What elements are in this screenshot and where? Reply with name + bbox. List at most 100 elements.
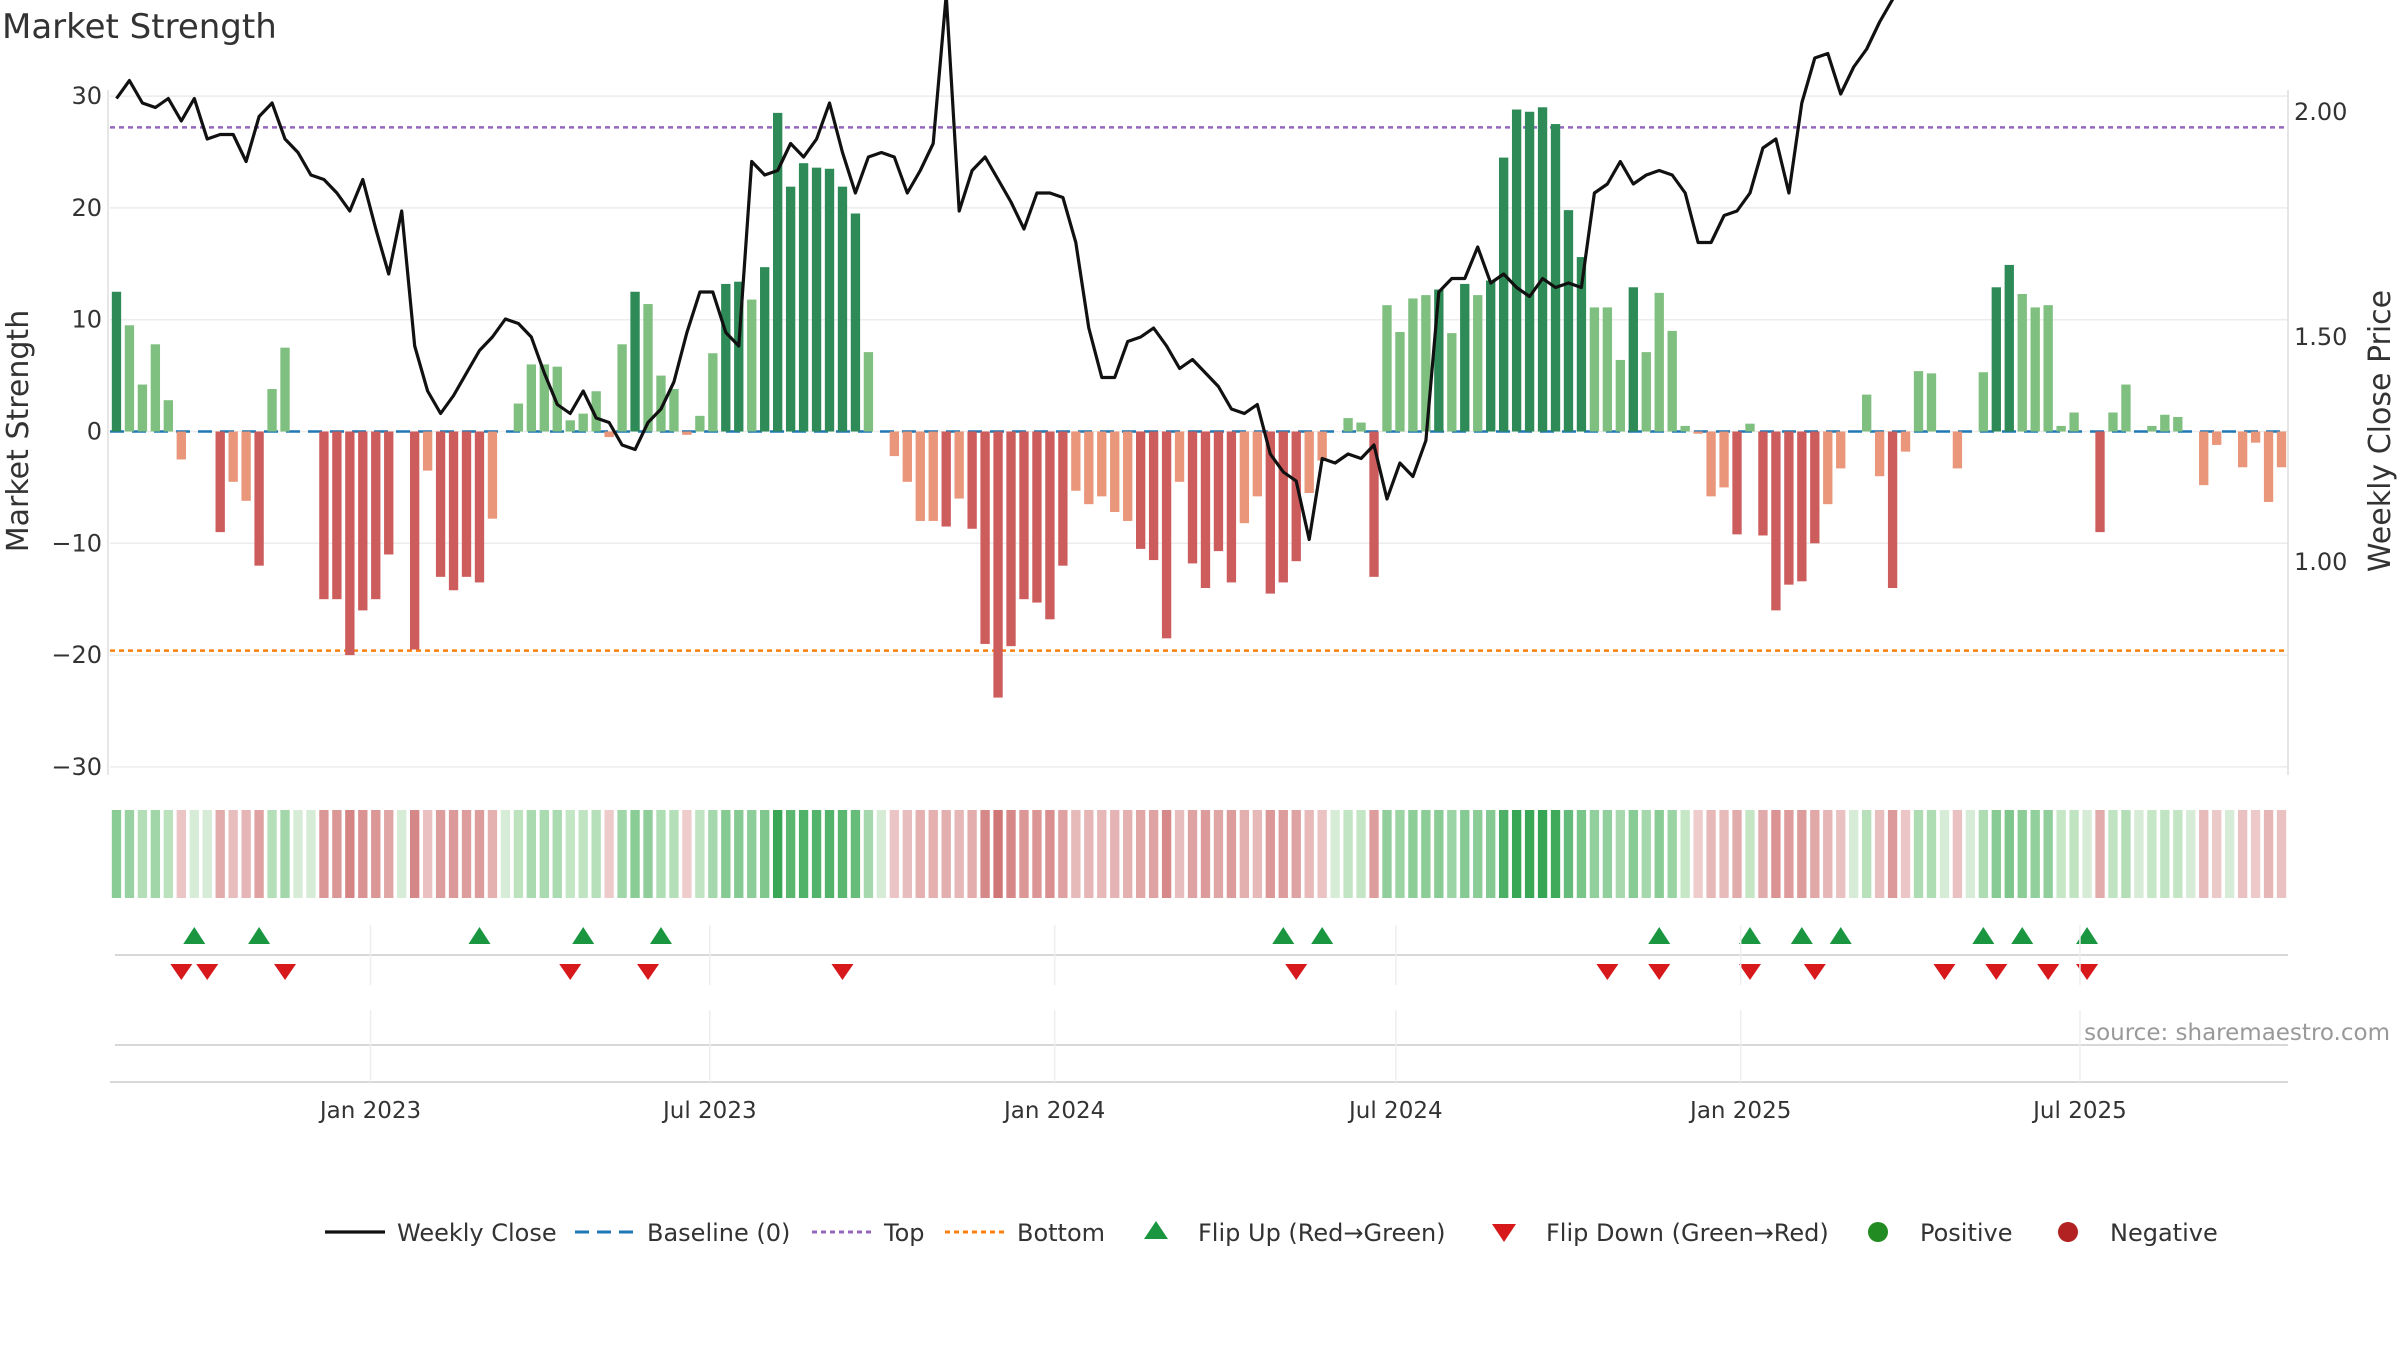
heat-strip-cell — [1602, 810, 1613, 898]
legend-item: Flip Down (Green→Red) — [1492, 1219, 1829, 1247]
heat-strip-cell — [1239, 810, 1250, 898]
y-tick-label: −30 — [51, 753, 102, 781]
x-tick-label: Jul 2023 — [661, 1098, 757, 1124]
strength-bar — [1641, 352, 1651, 432]
heat-strip-cell — [941, 810, 951, 898]
strength-bar — [1861, 394, 1872, 432]
strength-bar — [1200, 431, 1211, 589]
strength-bar — [669, 389, 679, 432]
strength-bar — [1978, 372, 1989, 432]
strength-bar — [539, 364, 549, 432]
strength-bar — [2095, 431, 2105, 533]
strength-bar — [1226, 431, 1237, 583]
heat-strip-cell — [824, 810, 835, 898]
strength-bar — [1771, 431, 1781, 611]
heat-strip-cell — [695, 810, 705, 898]
strength-bar — [1615, 359, 1626, 432]
legend-label: Top — [883, 1219, 925, 1247]
strength-bar — [850, 213, 861, 432]
strength-bar — [578, 413, 588, 432]
legend-item: Weekly Close — [325, 1219, 557, 1247]
heat-strip-cell — [682, 810, 692, 898]
strength-bar — [422, 431, 433, 471]
heat-strip-cell — [1771, 810, 1781, 898]
heat-strip-cell — [1615, 810, 1626, 898]
strength-bar — [656, 375, 666, 432]
legend-item: Negative — [2058, 1219, 2218, 1247]
strength-bar — [643, 304, 653, 432]
strength-bar — [435, 431, 446, 577]
strength-bar — [2017, 293, 2027, 432]
heat-strip-cell — [1680, 810, 1690, 898]
strength-bar — [1563, 210, 1574, 432]
flip-down-marker — [831, 964, 854, 980]
strength-bar — [1071, 431, 1081, 491]
heat-strip-cell — [2199, 810, 2209, 898]
strength-bar — [967, 431, 977, 529]
heat-strip-cell — [513, 810, 524, 898]
flip-up-marker — [1311, 927, 1334, 944]
heat-strip-cell — [889, 810, 900, 898]
heat-strip-cell — [1874, 810, 1885, 898]
x-tick-label: Jul 2025 — [2031, 1098, 2127, 1124]
heat-strip-cell — [267, 810, 277, 898]
heat-strip-cell — [1641, 810, 1651, 898]
heat-strip-cell — [1356, 810, 1366, 898]
heat-strip-cell — [1589, 810, 1600, 898]
strength-bar — [747, 299, 757, 432]
strength-bar — [487, 431, 498, 519]
heat-strip-cell — [1758, 810, 1768, 898]
heat-strip-cell — [1498, 810, 1509, 898]
strength-bar — [811, 167, 822, 432]
heat-strip-cell — [1849, 810, 1859, 898]
weekly-close-polyline — [115, 0, 1895, 542]
heat-strip-cell — [526, 810, 537, 898]
heat-strip-cell — [448, 810, 459, 898]
strength-bar — [371, 431, 381, 600]
strength-bar — [630, 291, 640, 432]
flip-up-marker — [1648, 927, 1671, 944]
y-right-tick-label: 2.00 — [2294, 98, 2347, 126]
heat-strip-cell — [928, 810, 938, 898]
heat-strip-cell — [1667, 810, 1677, 898]
heat-strip-cell — [1304, 810, 1314, 898]
heat-strip-cell — [785, 810, 796, 898]
strength-bar — [889, 431, 900, 457]
strength-bar — [137, 384, 148, 432]
heat-strip-cell — [384, 810, 394, 898]
strength-bar — [1823, 431, 1833, 505]
heat-strip-cell — [306, 810, 316, 898]
strength-bar — [2108, 412, 2118, 432]
heat-strip-cell — [280, 810, 290, 898]
heat-strip-cell — [111, 810, 122, 898]
heat-strip-cell — [2017, 810, 2027, 898]
heat-strip-cell — [760, 810, 770, 898]
heat-strip-cell — [980, 810, 990, 898]
strength-bar — [111, 291, 122, 432]
flip-down-marker — [1648, 964, 1671, 980]
strength-bar — [1239, 431, 1250, 524]
flip-up-marker — [1790, 927, 1813, 944]
strength-bar — [591, 391, 601, 432]
flip-down-marker — [1596, 964, 1619, 980]
strength-bar — [1732, 431, 1742, 535]
x-tick-label: Jan 2025 — [1688, 1098, 1791, 1124]
heat-strip-cell — [1836, 810, 1846, 898]
strength-bar — [1498, 157, 1509, 432]
strength-bar — [461, 431, 472, 577]
x-tick-label: Jan 2024 — [1002, 1098, 1105, 1124]
weekly-close-line — [115, 0, 1895, 542]
heat-strip-cell — [1732, 810, 1742, 898]
strength-bar — [565, 420, 575, 432]
flip-markers — [115, 927, 2288, 980]
strength-bar — [552, 366, 562, 432]
heat-strip-cell — [850, 810, 861, 898]
strength-bar — [902, 431, 912, 482]
heat-strip-cell — [215, 810, 225, 898]
strength-bar — [941, 431, 951, 527]
strength-bar — [1110, 431, 1120, 512]
heat-strip-cell — [1084, 810, 1094, 898]
heat-strip-cell — [1032, 810, 1042, 898]
heat-strip-cell — [954, 810, 964, 898]
heat-strip-cell — [1991, 810, 2001, 898]
